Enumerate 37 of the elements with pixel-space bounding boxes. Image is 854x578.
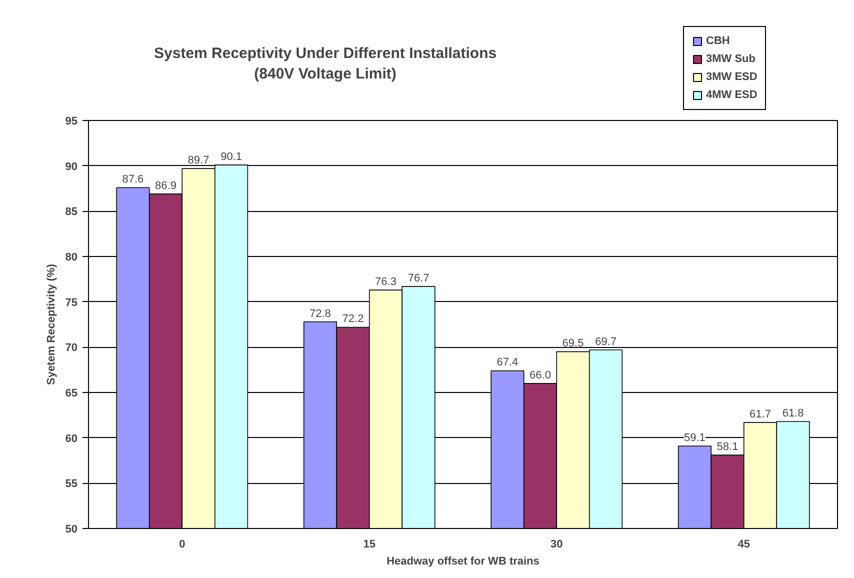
data-label: 67.4 [496, 356, 518, 369]
y-tick-label: 90 [65, 160, 78, 173]
x-tick-label: 0 [179, 538, 186, 550]
data-label: 66.0 [530, 369, 551, 382]
data-label: 58.1 [716, 441, 738, 454]
x-tick-label: 45 [738, 538, 750, 550]
x-tick-label: 30 [550, 538, 563, 550]
y-tick-label: 65 [65, 388, 78, 400]
chart-title: System Receptivity Under Different Installations (840V Voltage Limit) [154, 45, 497, 82]
y-tick-label: 70 [65, 342, 78, 354]
y-axis-title: Syetem Receptivity (%) [45, 264, 58, 386]
y-tick-label: 75 [65, 296, 78, 309]
x-tick-label: 15 [363, 538, 376, 550]
y-tick-label: 60 [65, 432, 78, 445]
data-label: 59.1 [684, 432, 706, 444]
data-label: 61.8 [782, 408, 804, 420]
y-tick-label: 85 [65, 206, 78, 218]
data-label: 61.7 [750, 408, 771, 420]
legend-label: 4MW ESD [706, 89, 758, 101]
data-label: 69.5 [562, 338, 584, 350]
data-label: 72.8 [310, 308, 331, 320]
data-label: 90.1 [220, 150, 242, 163]
x-axis-title: Headway offset for WB trains [386, 556, 540, 568]
data-label: 86.9 [155, 180, 176, 192]
legend-label: CBH [706, 35, 730, 47]
y-tick-label: 50 [65, 524, 78, 536]
y-tick-label: 80 [65, 252, 78, 264]
data-label: 69.7 [595, 336, 616, 348]
data-label: 72.2 [342, 313, 364, 326]
data-label: 76.7 [408, 272, 430, 284]
y-tick-label: 55 [65, 478, 78, 490]
data-label: 76.3 [375, 276, 396, 288]
data-label: 87.6 [122, 174, 144, 186]
data-label: 89.7 [188, 154, 210, 167]
y-tick-label: 95 [65, 116, 78, 128]
legend-label: 3MW Sub [706, 53, 756, 65]
legend-label: 3MW ESD [706, 71, 758, 83]
